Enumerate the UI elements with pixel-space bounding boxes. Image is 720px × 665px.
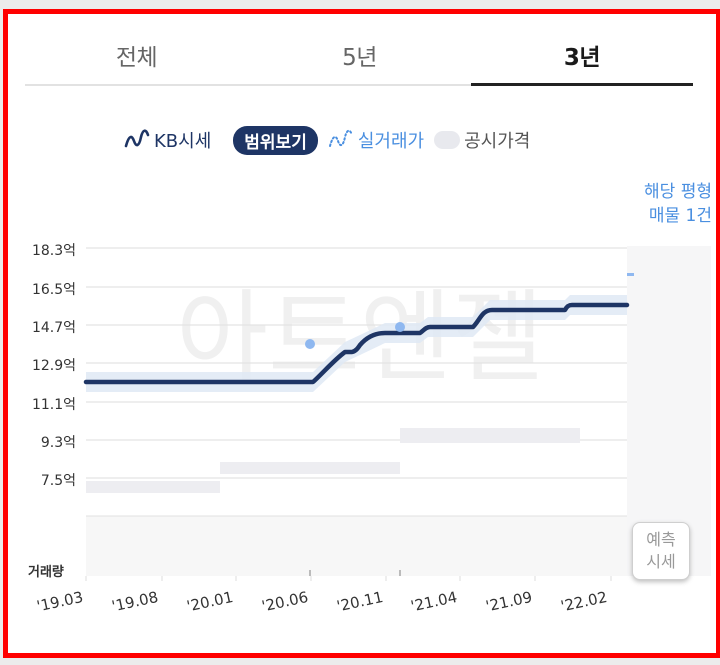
legend-gov-label: 공시가격 <box>464 131 531 152</box>
grid-lines <box>86 247 627 479</box>
legend-gov-price[interactable]: 공시가격 <box>434 127 530 153</box>
listing-count-note[interactable]: 해당 평형 매물 1건 <box>644 180 712 228</box>
y-tick-label: 7.5억 <box>40 473 76 489</box>
listing-note-line1: 해당 평형 <box>644 182 712 202</box>
tab-3-years[interactable]: 3년 <box>563 45 601 71</box>
forecast-price-button[interactable]: 예측 시세 <box>632 522 690 580</box>
chart-legend: KB시세 범위보기 실거래가 공시가격 <box>124 124 540 156</box>
forecast-button-line1: 예측 <box>646 530 676 549</box>
real-transaction-dot[interactable] <box>305 339 315 349</box>
y-tick-label: 9.3억 <box>40 435 76 451</box>
real-transaction-dot[interactable] <box>395 322 405 332</box>
range-view-button[interactable]: 범위보기 <box>233 125 318 155</box>
tab-5-years[interactable]: 5년 <box>342 45 377 71</box>
volume-area <box>86 516 627 576</box>
legend-real-label: 실거래가 <box>357 131 425 152</box>
y-tick-label: 16.5억 <box>31 282 76 298</box>
legend-kb-label: KB시세 <box>154 131 212 152</box>
listing-marker[interactable] <box>627 273 634 276</box>
y-tick-label: 11.1억 <box>31 397 76 413</box>
dotted-wave-icon <box>328 127 354 154</box>
gov-price-bar-2020[interactable] <box>220 462 400 474</box>
kb-price-line[interactable] <box>83 302 630 385</box>
tabs-divider <box>25 84 693 86</box>
forecast-button-line2: 시세 <box>646 552 676 571</box>
gov-price-bars <box>86 428 580 493</box>
legend-kb-price[interactable]: KB시세 <box>124 127 211 154</box>
forecast-region <box>627 246 711 576</box>
tab-all[interactable]: 전체 <box>115 45 158 71</box>
legend-real-transaction[interactable]: 실거래가 <box>328 127 424 154</box>
listing-note-line2: 매물 1건 <box>648 206 712 226</box>
kb-price-range-band <box>86 295 627 392</box>
volume-bars <box>309 570 401 576</box>
period-tabs: 전체 5년 3년 <box>25 34 693 86</box>
volume-axis-label: 거래량 <box>28 565 64 580</box>
solid-wave-icon <box>124 127 150 154</box>
gov-price-bar-2019[interactable] <box>86 481 220 493</box>
x-tick-marks <box>85 576 612 581</box>
y-tick-label: 18.3억 <box>31 243 76 259</box>
gov-price-bar-2021[interactable] <box>400 428 580 443</box>
gov-price-swatch-icon <box>434 131 461 149</box>
y-tick-label: 14.7억 <box>31 320 76 336</box>
y-tick-label: 12.9억 <box>31 358 76 374</box>
active-tab-indicator <box>471 83 693 86</box>
